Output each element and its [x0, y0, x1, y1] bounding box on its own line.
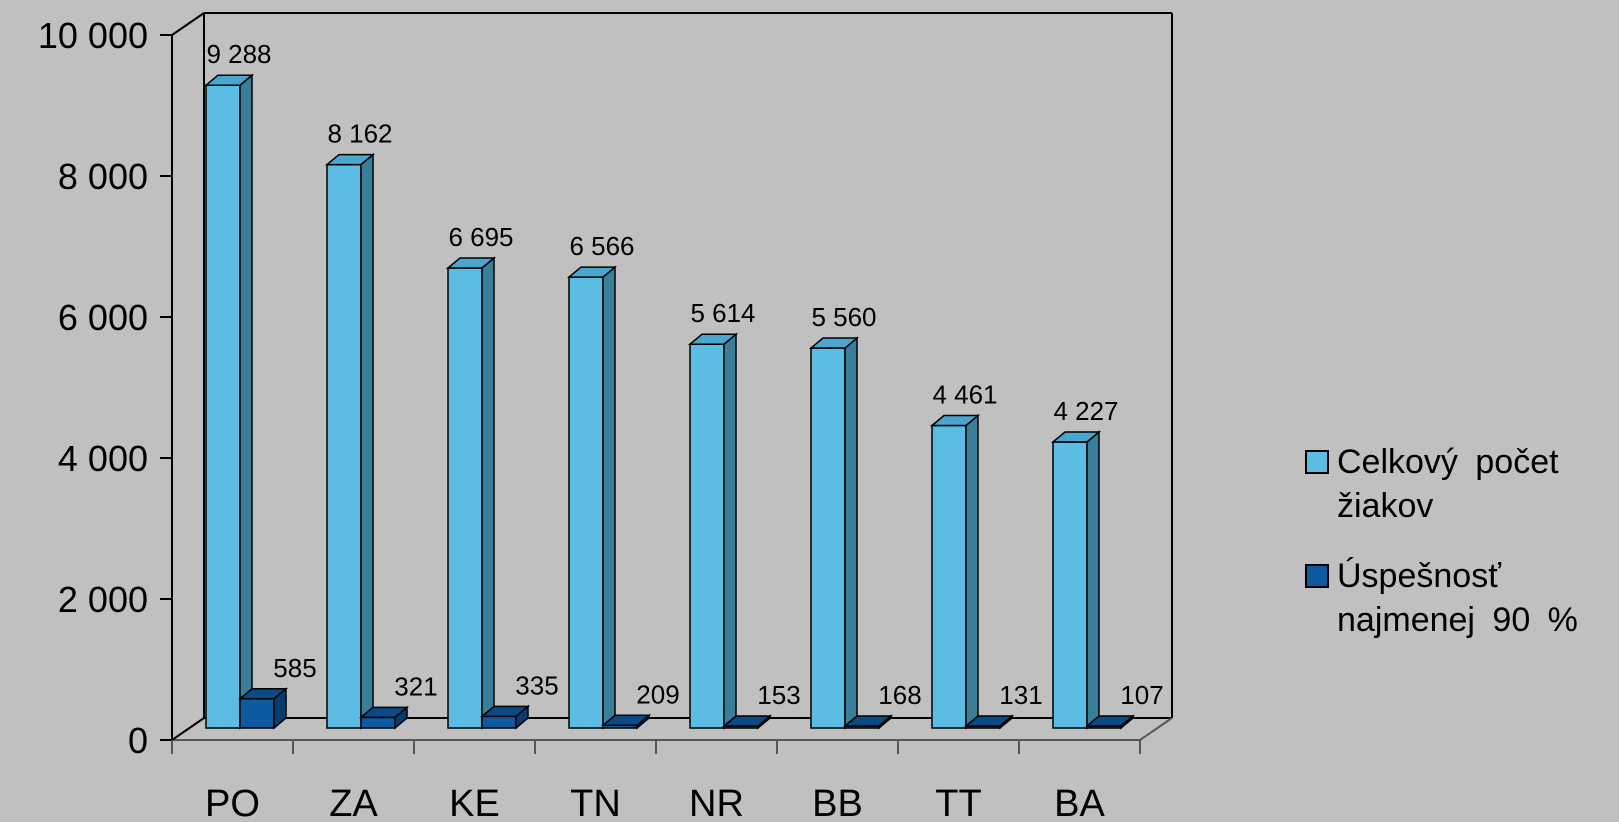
bar-front-success: [360, 716, 396, 729]
bar-front-total: [326, 163, 362, 729]
bar-side-total: [965, 413, 979, 730]
data-label-total: 4 461: [932, 379, 997, 409]
y-tick-label: 2 000: [58, 579, 148, 620]
bar-top-total: [1050, 431, 1102, 443]
plot-back-wall: [172, 13, 1172, 740]
bar-front-total: [447, 267, 483, 729]
bar-top-success: [237, 688, 289, 700]
bar-top-total: [203, 74, 255, 86]
data-label-total: 6 566: [569, 231, 634, 261]
bar-front-total: [810, 347, 846, 729]
legend-label-success: Úspešnosť najmenej 90 %: [1337, 557, 1578, 639]
bar-front-total: [205, 84, 241, 729]
bar-front-total: [931, 424, 967, 729]
data-label-success: 107: [1120, 680, 1163, 710]
bar-top-total: [324, 153, 376, 166]
x-category-label: BA: [1054, 783, 1105, 822]
bar-side-total: [844, 336, 858, 730]
bar-top-success: [1084, 715, 1136, 727]
y-tick-label: 4 000: [58, 438, 148, 479]
data-label-success: 585: [273, 653, 316, 683]
bar-front-success: [481, 715, 517, 729]
data-label-success: 209: [636, 679, 679, 709]
legend-item-success: Úspešnosť najmenej 90 %: [1305, 554, 1615, 642]
wall-top-diagonal: [171, 12, 205, 36]
x-category-label: TT: [935, 783, 981, 822]
data-label-success: 153: [757, 680, 800, 710]
data-label-success: 131: [999, 680, 1042, 710]
legend-item-total: Celkový počet žiakov: [1305, 440, 1615, 528]
bar-top-total: [687, 333, 739, 345]
data-label-total: 6 695: [448, 222, 513, 252]
bar-front-total: [689, 343, 725, 729]
legend-label-total: Celkový počet žiakov: [1337, 443, 1559, 525]
legend-swatch-total: [1305, 450, 1329, 474]
bar-top-success: [963, 715, 1015, 727]
y-tick-label: 10 000: [38, 15, 148, 56]
data-label-success: 168: [878, 680, 921, 710]
bar-top-total: [445, 257, 497, 269]
floor-right-diagonal: [1139, 717, 1173, 741]
floor-left-diagonal: [171, 717, 205, 741]
data-label-success: 321: [394, 671, 437, 701]
legend: Celkový počet žiakov Úspešnosť najmenej …: [1305, 440, 1615, 668]
bar-front-total: [1052, 441, 1088, 729]
data-label-total: 9 288: [206, 39, 271, 69]
data-label-total: 5 560: [811, 302, 876, 332]
bar-side-total: [1086, 430, 1100, 730]
bar-top-success: [358, 706, 410, 719]
data-label-total: 4 227: [1053, 396, 1118, 426]
bar-top-success: [842, 715, 894, 727]
bar-front-total: [568, 276, 604, 729]
bar-front-success: [239, 698, 275, 729]
data-label-success: 335: [515, 670, 558, 700]
x-category-label: PO: [205, 783, 260, 822]
y-tick-label: 0: [128, 720, 148, 761]
bar-top-success: [721, 715, 773, 727]
y-tick-label: 8 000: [58, 156, 148, 197]
data-label-total: 5 614: [690, 298, 755, 328]
bar-top-success: [479, 705, 531, 718]
bar-side-total: [723, 332, 737, 730]
bar-top-success: [600, 714, 652, 727]
legend-swatch-success: [1305, 564, 1329, 588]
bar-side-total: [360, 152, 374, 730]
data-label-total: 8 162: [327, 119, 392, 149]
bar-side-total: [239, 73, 253, 730]
x-category-label: NR: [689, 783, 744, 822]
x-category-label: KE: [449, 783, 500, 822]
bar-side-total: [602, 265, 616, 730]
bar-side-total: [481, 256, 495, 730]
x-category-label: ZA: [329, 783, 378, 822]
x-category-label: BB: [812, 783, 863, 822]
bar-top-total: [808, 337, 860, 349]
y-tick-label: 6 000: [58, 297, 148, 338]
bar-top-total: [566, 266, 618, 278]
bar-top-total: [929, 414, 981, 427]
x-category-label: TN: [570, 783, 621, 822]
